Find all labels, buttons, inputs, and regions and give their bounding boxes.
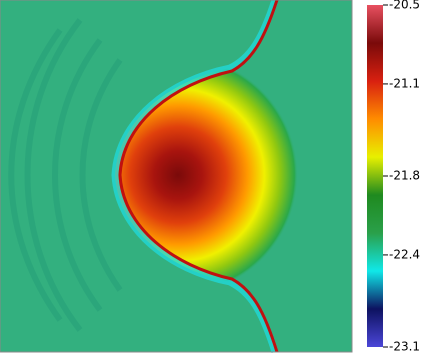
front-core xyxy=(118,0,279,353)
colorbar-tick-label: -22.4 xyxy=(389,247,420,261)
colorbar-tick-label: -23.1 xyxy=(389,340,420,354)
colorbar-tick-label: -21.8 xyxy=(389,169,420,183)
front-edge xyxy=(111,0,279,354)
ripples xyxy=(8,18,123,332)
colorbar xyxy=(367,5,383,347)
colorbar-tick-label: -20.5 xyxy=(389,0,420,12)
field xyxy=(0,0,353,354)
colorbar-tick-label: -21.1 xyxy=(389,76,420,90)
plot-frame xyxy=(0,0,353,353)
